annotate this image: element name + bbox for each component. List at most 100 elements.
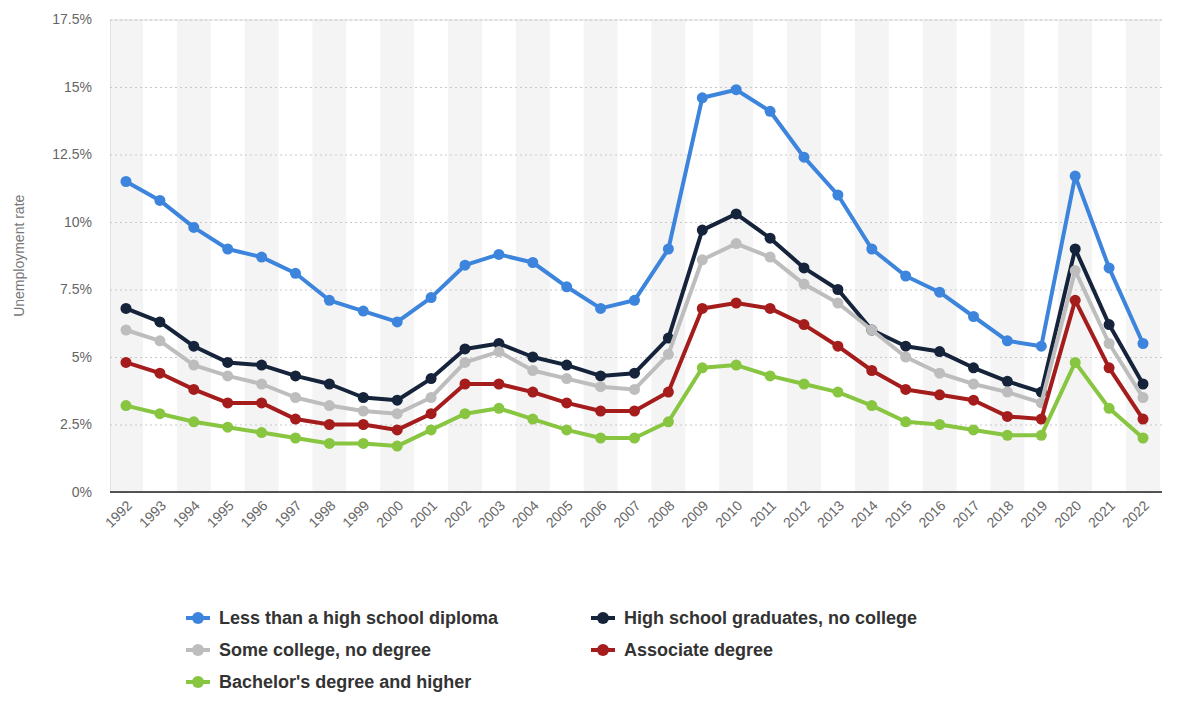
point: [934, 346, 945, 357]
x-axis: 1992199319941995199619971998199920002001…: [102, 492, 1162, 531]
point: [1104, 338, 1115, 349]
x-tick: 2007: [610, 492, 643, 531]
point: [154, 316, 165, 327]
x-tick-label: 2007: [610, 497, 643, 530]
point: [934, 419, 945, 430]
point: [493, 403, 504, 414]
x-tick-label: 1992: [102, 497, 135, 530]
point: [663, 416, 674, 427]
x-tick: 2009: [678, 492, 711, 531]
point: [154, 408, 165, 419]
point: [731, 84, 742, 95]
point: [290, 370, 301, 381]
x-tick: 2019: [1017, 492, 1050, 531]
point: [392, 395, 403, 406]
x-tick: 2018: [983, 492, 1016, 531]
point: [765, 252, 776, 263]
x-tick: 2003: [475, 492, 508, 531]
point: [731, 238, 742, 249]
point: [290, 414, 301, 425]
point: [493, 379, 504, 390]
point: [866, 325, 877, 336]
point: [1104, 362, 1115, 373]
point: [426, 292, 437, 303]
point: [866, 400, 877, 411]
point: [527, 414, 538, 425]
x-tick: 2011: [747, 492, 780, 530]
point: [832, 190, 843, 201]
y-tick-label: 10%: [64, 214, 92, 230]
x-tick-label: 2009: [678, 497, 711, 530]
point: [358, 406, 369, 417]
point: [188, 341, 199, 352]
legend-swatch: [597, 644, 609, 656]
point: [527, 352, 538, 363]
legend-label: Bachelor's degree and higher: [219, 672, 471, 692]
x-tick-label: 2018: [983, 497, 1016, 530]
series-line: [126, 214, 1143, 400]
y-tick-label: 12.5%: [52, 146, 92, 162]
x-tick: 1997: [271, 492, 304, 531]
point: [256, 252, 267, 263]
point: [290, 268, 301, 279]
point: [256, 397, 267, 408]
series-line: [126, 362, 1143, 446]
x-tick-label: 1995: [204, 497, 237, 530]
legend-swatch: [192, 676, 204, 688]
point: [968, 395, 979, 406]
point: [697, 225, 708, 236]
series: [121, 208, 1149, 405]
x-tick-label: 2003: [475, 497, 508, 530]
point: [460, 408, 471, 419]
point: [629, 295, 640, 306]
y-tick: 10%: [64, 214, 1162, 230]
background-bands: [110, 20, 1160, 493]
y-axis-line: [111, 20, 1163, 493]
point: [154, 368, 165, 379]
x-tick: 1994: [170, 492, 203, 531]
point: [222, 422, 233, 433]
grid-line: [110, 155, 1162, 156]
point: [154, 335, 165, 346]
point: [188, 416, 199, 427]
x-tick: 2012: [780, 492, 813, 531]
legend-label: Associate degree: [624, 640, 773, 660]
point: [900, 341, 911, 352]
series-line: [126, 300, 1143, 430]
legend-swatch: [192, 612, 204, 624]
point: [1036, 430, 1047, 441]
point: [832, 284, 843, 295]
grid-line: [110, 87, 1162, 88]
point: [358, 392, 369, 403]
point: [358, 306, 369, 317]
point: [256, 427, 267, 438]
point: [460, 343, 471, 354]
point: [324, 438, 335, 449]
y-tick-label: 2.5%: [60, 416, 92, 432]
band: [110, 20, 143, 493]
point: [426, 392, 437, 403]
x-tick: 2004: [509, 492, 542, 531]
point: [1138, 392, 1149, 403]
point: [324, 379, 335, 390]
point: [900, 416, 911, 427]
point: [629, 433, 640, 444]
y-axis-title: Unemployment rate: [11, 194, 27, 316]
x-tick-label: 1993: [136, 497, 169, 530]
point: [866, 365, 877, 376]
x-tick-label: 2004: [509, 497, 542, 530]
point: [460, 357, 471, 368]
point: [1104, 403, 1115, 414]
point: [561, 360, 572, 371]
point: [188, 384, 199, 395]
grid-line: [110, 222, 1162, 223]
x-tick-label: 2016: [915, 497, 948, 530]
y-tick-label: 15%: [64, 79, 92, 95]
point: [731, 298, 742, 309]
point: [1002, 387, 1013, 398]
x-tick: 1995: [204, 492, 237, 531]
point: [934, 368, 945, 379]
point: [392, 424, 403, 435]
point: [358, 419, 369, 430]
point: [527, 257, 538, 268]
